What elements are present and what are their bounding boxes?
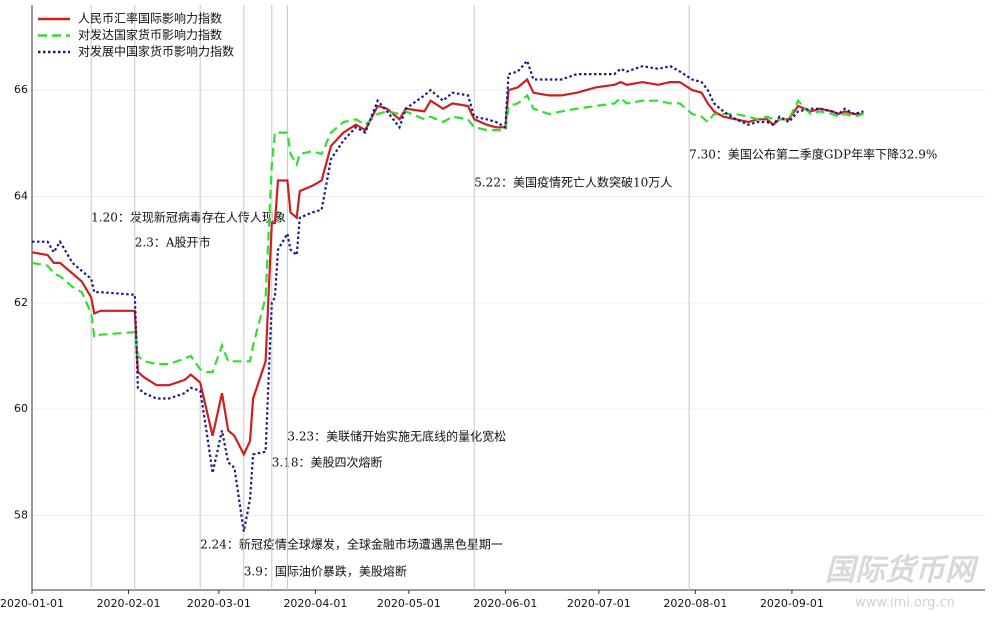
annotation: 3.9：国际油价暴跌，美股熔断 <box>244 564 407 579</box>
series-line <box>32 58 864 532</box>
x-tick-label: 2020-01-01 <box>0 597 64 610</box>
annotation: 2.3：A股开市 <box>135 235 211 250</box>
x-tick-label: 2020-05-01 <box>377 597 441 610</box>
annotation: 3.23：美联储开始实施无底线的量化宽松 <box>287 429 506 444</box>
annotation: 7.30：美国公布第二季度GDP年率下降32.9% <box>689 147 937 162</box>
annotation: 5.22：美国疫情死亡人数突破10万人 <box>474 175 672 190</box>
watermark-url: www.imi.org.cn <box>855 596 955 611</box>
y-tick-label: 58 <box>14 509 28 522</box>
x-tick-label: 2020-08-01 <box>663 597 727 610</box>
y-tick-label: 66 <box>14 83 28 96</box>
legend-label: 对发达国家货币影响力指数 <box>78 27 222 42</box>
y-tick-label: 62 <box>14 296 28 309</box>
legend-label: 人民币汇率国际影响力指数 <box>78 11 222 26</box>
annotation: 2.24：新冠疫情全球爆发，全球金融市场遭遇黑色星期一 <box>200 537 503 552</box>
watermark: 国际货币网 <box>825 553 979 588</box>
legend-label: 对发展中国家货币影响力指数 <box>78 44 234 59</box>
x-tick-label: 2020-09-01 <box>760 597 824 610</box>
x-tick-label: 2020-03-01 <box>187 597 251 610</box>
x-tick-label: 2020-06-01 <box>473 597 537 610</box>
annotation: 3.18：美股四次熔断 <box>272 455 383 470</box>
y-tick-label: 60 <box>14 402 28 415</box>
annotation: 1.20：发现新冠病毒存在人传人现象 <box>91 210 286 225</box>
series-line <box>31 93 864 374</box>
x-tick-label: 2020-02-01 <box>97 597 161 610</box>
x-tick-label: 2020-04-01 <box>283 597 347 610</box>
x-tick-label: 2020-07-01 <box>567 597 631 610</box>
y-tick-label: 64 <box>14 189 28 202</box>
series-line <box>31 77 864 457</box>
